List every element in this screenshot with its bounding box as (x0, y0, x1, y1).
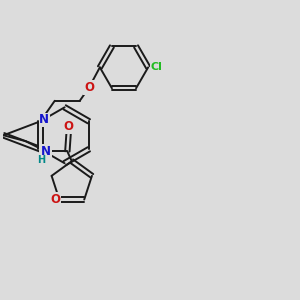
Text: N: N (41, 145, 51, 158)
Text: N: N (39, 113, 49, 126)
Text: Cl: Cl (150, 62, 162, 72)
Text: O: O (51, 193, 61, 206)
Text: O: O (84, 81, 94, 94)
Text: O: O (64, 120, 74, 133)
Text: H: H (37, 155, 45, 165)
Text: N: N (40, 145, 50, 158)
